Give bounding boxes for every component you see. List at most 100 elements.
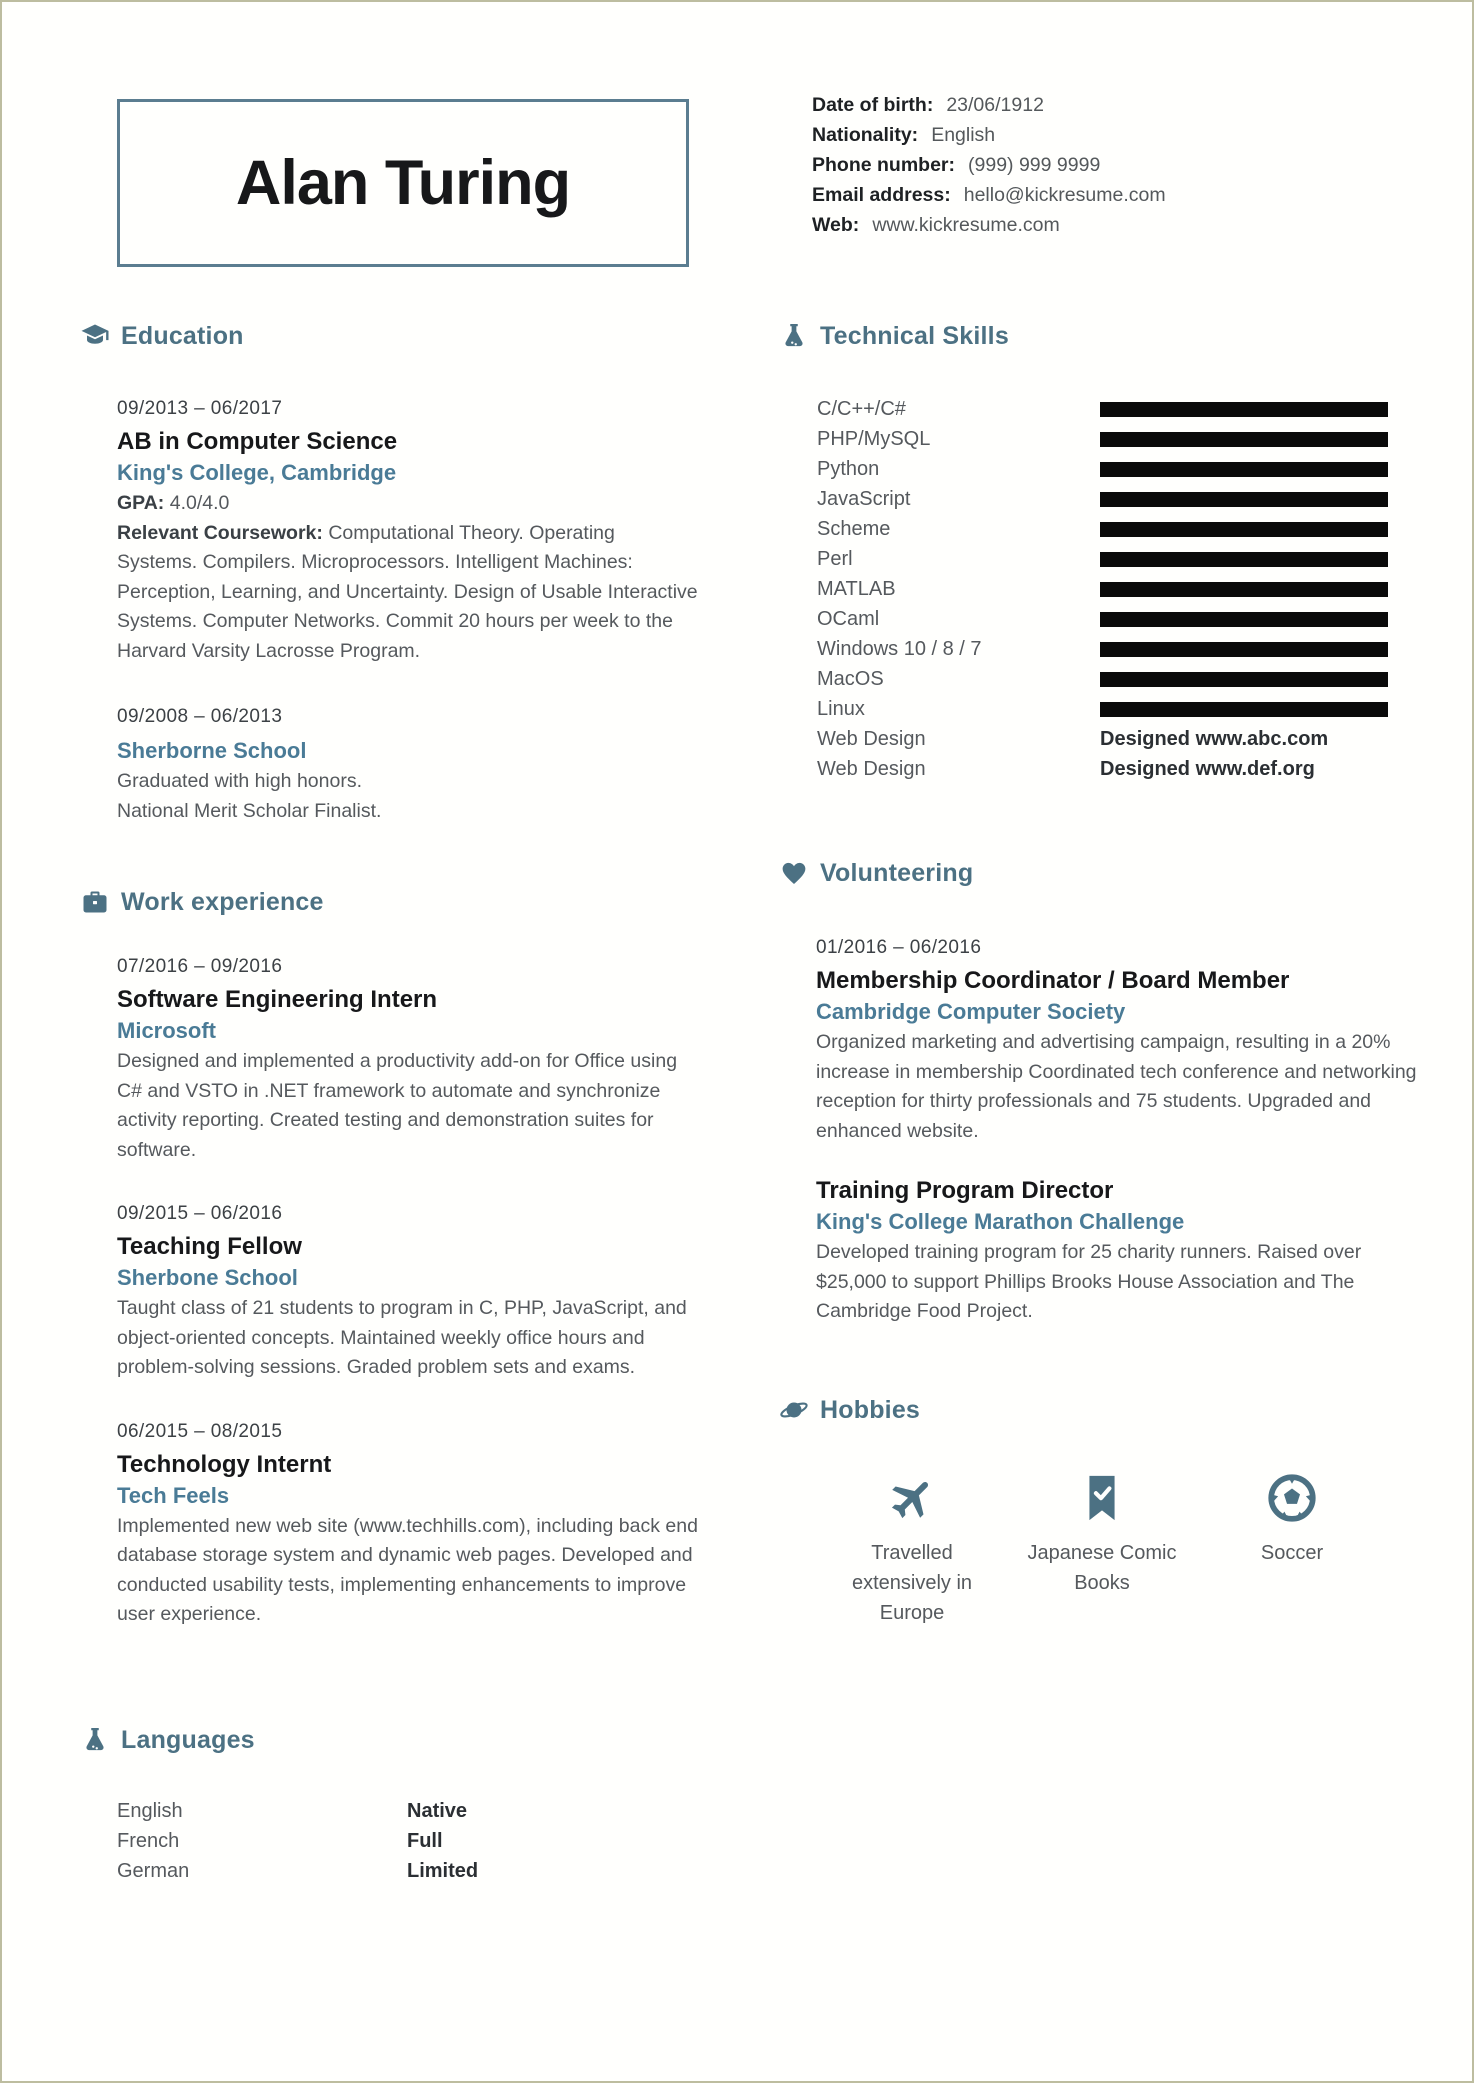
skill-row: JavaScript (817, 484, 1427, 514)
coursework-paragraph: Relevant Coursework: Computational Theor… (117, 519, 698, 667)
language-row: German Limited (117, 1856, 698, 1886)
languages-header: Languages (80, 1724, 698, 1756)
skill-row: Scheme (817, 514, 1427, 544)
skill-bar (1100, 551, 1388, 567)
work-item: 09/2015 – 06/2016 Teaching Fellow Sherbo… (117, 1201, 698, 1383)
skill-row: MATLAB (817, 574, 1427, 604)
volunteering-org: Cambridge Computer Society (816, 999, 1126, 1024)
job-title: Technology Internt (117, 1450, 332, 1478)
skill-name: Windows 10 / 8 / 7 (817, 637, 982, 660)
gpa-value: 4.0/4.0 (169, 492, 230, 514)
skill-bar (1100, 611, 1388, 627)
dob-value: 23/06/1912 (946, 94, 1044, 116)
work-item: 06/2015 – 08/2015 Technology Internt Tec… (117, 1419, 698, 1630)
skill-name: MacOS (817, 667, 884, 690)
contact-row-dob: Date of birth: 23/06/1912 (812, 90, 1166, 120)
education-item: 09/2008 – 06/2013 Sherborne School Gradu… (117, 704, 698, 826)
skill-name: Linux (817, 697, 865, 720)
job-description: Designed and implemented a productivity … (117, 1050, 678, 1161)
email-label: Email address: (812, 184, 951, 206)
skill-row: Linux (817, 694, 1427, 724)
languages-section: Languages English Native French Full Ger… (80, 1724, 698, 1886)
job-title: Teaching Fellow (117, 1233, 302, 1260)
company-name: Tech Feels (117, 1482, 230, 1508)
work-dates: 06/2015 – 08/2015 (117, 1420, 283, 1442)
volunteering-role: Training Program Director (816, 1177, 1114, 1204)
web-value: www.kickresume.com (872, 214, 1060, 236)
hobby-item: Japanese Comic Books (1007, 1472, 1197, 1628)
work-dates: 09/2015 – 06/2016 (117, 1203, 283, 1224)
web-label: Web: (812, 214, 860, 236)
graduation-cap-icon (81, 324, 109, 344)
skill-bar (1100, 641, 1388, 657)
airplane-icon (891, 1481, 929, 1519)
heart-icon (782, 862, 806, 884)
language-name: English (117, 1799, 183, 1822)
work-experience-section: Work experience 07/2016 – 09/2016 Softwa… (80, 886, 698, 1630)
hobby-label: Soccer (1260, 1542, 1324, 1564)
skill-row: C/C++/C# (817, 394, 1427, 424)
skill-row: Web Design Designed www.def.org (817, 754, 1427, 784)
volunteering-item: Training Program Director King's College… (816, 1176, 1427, 1327)
school-name: Sherborne School (117, 738, 307, 763)
skill-note: Designed www.abc.com (1100, 727, 1329, 750)
volunteering-section: Volunteering 01/2016 – 06/2016 Membershi… (779, 857, 1427, 1327)
company-name: Sherbone School (117, 1265, 298, 1290)
contact-block: Date of birth: 23/06/1912 Nationality: Eng… (812, 90, 1166, 240)
volunteering-header: Volunteering (779, 857, 1427, 889)
language-row: English Native (117, 1796, 698, 1826)
briefcase-icon (83, 891, 107, 913)
skill-bar (1100, 701, 1388, 717)
contact-row-email: Email address: hello@kickresume.com (812, 180, 1166, 210)
language-level: Native (407, 1799, 468, 1822)
technical-skills-section: Technical Skills C/C++/C# PHP/MySQL Pyth… (779, 320, 1427, 784)
planet-icon (780, 1402, 808, 1418)
skill-bar (1100, 461, 1388, 477)
volunteering-item: 01/2016 – 06/2016 Membership Coordinator… (816, 935, 1427, 1146)
coursework-label: Relevant Coursework: (117, 521, 323, 544)
hobby-label: Japanese Comic Books (1027, 1542, 1177, 1594)
work-item: 07/2016 – 09/2016 Software Engineering I… (117, 954, 698, 1165)
skill-name: MATLAB (817, 577, 896, 600)
coursework-text: Computational Theory. Operating Systems.… (117, 521, 698, 662)
flask-icon (785, 324, 803, 347)
work-dates: 07/2016 – 09/2016 (117, 956, 283, 977)
skill-bar (1100, 581, 1388, 597)
email-value: hello@kickresume.com (963, 184, 1166, 206)
soccer-ball-icon (1268, 1474, 1316, 1522)
skill-name: Web Design (817, 727, 926, 750)
phone-value: (999) 999 9999 (968, 154, 1101, 176)
contact-row-web: Web: www.kickresume.com (812, 210, 1166, 240)
language-row: French Full (117, 1826, 698, 1856)
hobby-item: Travelled extensively in Europe (817, 1472, 1007, 1628)
skill-bar (1100, 521, 1388, 537)
volunteering-role: Membership Coordinator / Board Member (816, 967, 1290, 994)
gpa-label: GPA: (117, 492, 165, 514)
skill-row: PHP/MySQL (817, 424, 1427, 454)
dob-label: Date of birth: (812, 94, 934, 116)
company-name: Microsoft (117, 1018, 216, 1043)
name-box: Alan Turing (117, 99, 689, 267)
language-level: Full (407, 1829, 443, 1852)
skills-title: Technical Skills (820, 321, 1009, 350)
skill-name: Scheme (817, 517, 891, 540)
skill-name: Perl (817, 547, 853, 570)
hobby-label: Travelled extensively in Europe (851, 1542, 973, 1624)
volunteering-org: King's College Marathon Challenge (816, 1209, 1185, 1234)
work-header: Work experience (80, 886, 698, 918)
education-item: 09/2013 – 06/2017 AB in Computer Science… (117, 396, 698, 666)
skill-row: Python (817, 454, 1427, 484)
education-section: Education 09/2013 – 06/2017 AB in Comput… (80, 320, 698, 826)
education-dates: 09/2008 – 06/2013 (117, 706, 283, 727)
skill-name: C/C++/C# (817, 397, 906, 420)
hobbies-title: Hobbies (820, 1395, 921, 1424)
skill-name: Python (817, 457, 880, 480)
gpa-line: GPA: 4.0/4.0 (117, 489, 698, 519)
language-name: French (117, 1829, 180, 1852)
education-header: Education (80, 320, 698, 352)
school-name: King's College, Cambridge (117, 460, 397, 485)
volunteering-description: Developed training program for 25 charit… (816, 1241, 1362, 1322)
skill-name: PHP/MySQL (817, 427, 931, 450)
hobbies-header: Hobbies (779, 1394, 1427, 1426)
education-description: Graduated with high honors. National Mer… (117, 770, 382, 822)
